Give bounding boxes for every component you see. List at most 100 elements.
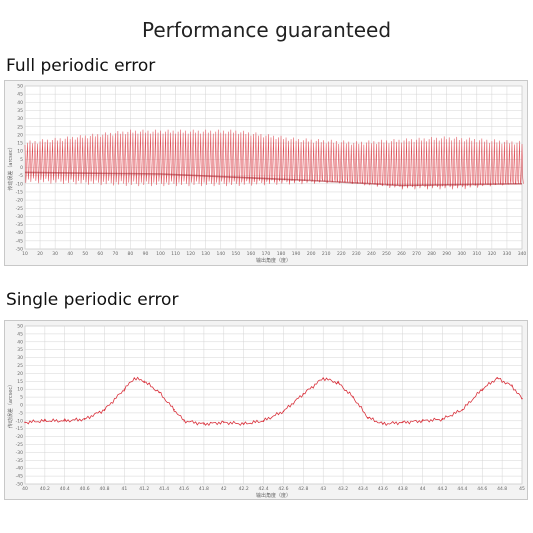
y-tick-label: 25 [17,124,23,130]
data-point [223,421,225,424]
x-tick-label: 10 [22,251,28,257]
x-axis-label: 输出角度（度） [256,492,291,499]
y-tick-label: 35 [17,108,23,114]
x-tick-label: 270 [412,251,421,257]
x-tick-label: 70 [112,251,118,257]
y-tick-label: 15 [17,141,23,147]
y-tick-label: -15 [16,189,23,195]
y-axis-label: 传动误差（arcsec） [7,382,14,428]
y-tick-label: -40 [16,230,23,236]
x-tick-label: 42.4 [259,486,269,492]
x-tick-label: 340 [518,251,527,257]
y-tick-label: -30 [16,450,23,456]
grid-lines [24,325,523,485]
x-axis-label: 输出角度（度） [256,257,291,264]
y-tick-label: 20 [17,132,23,138]
x-tick-label: 43.4 [358,486,368,492]
x-tick-label: 160 [247,251,256,257]
y-tick-label: -5 [19,410,24,416]
y-tick-label: 50 [17,84,23,90]
data-point [511,385,513,387]
y-tick-label: 0 [20,403,23,409]
x-tick-label: 200 [307,251,316,257]
data-point [441,418,444,420]
x-tick-label: 41 [122,486,128,492]
data-point [481,388,483,390]
y-tick-label: -25 [16,206,23,212]
single-periodic-error-plot: 50454035302520151050-5-10-15-20-25-30-35… [7,324,525,500]
data-point [183,420,185,422]
y-tick-label: -20 [16,434,23,440]
data-point [83,418,86,420]
x-tick-label: 44.8 [497,486,507,492]
x-tick-label: 300 [457,251,466,257]
data-point [302,393,305,395]
x-tick-label: 41.2 [139,486,149,492]
x-tick-label: 50 [82,251,88,257]
x-tick-label: 170 [262,251,271,257]
data-point [242,423,245,425]
y-tick-label: -35 [16,222,23,228]
data-point [402,421,404,424]
data-point [461,409,464,411]
y-tick-label: -30 [16,214,23,220]
x-tick-label: 110 [171,251,180,257]
x-tick-label: 280 [427,251,436,257]
x-tick-label: 330 [503,251,512,257]
x-tick-label: 290 [442,251,451,257]
data-point [282,410,285,413]
x-tick-label: 41.8 [199,486,209,492]
x-tick-label: 20 [37,251,43,257]
single-periodic-error-title: Single periodic error [6,290,179,310]
data-point [158,391,160,394]
page-title: Performance guaranteed [141,18,392,42]
x-tick-label: 42.2 [239,486,249,492]
x-tick-label: 40.2 [40,486,50,492]
x-tick-label: 230 [352,251,361,257]
y-tick-label: 10 [17,149,23,155]
y-axis-label: 传动误差（arcsec） [7,144,14,190]
x-tick-label: 150 [232,251,241,257]
y-tick-label: 20 [17,371,23,377]
data-point [496,377,498,379]
x-tick-label: 80 [128,251,134,257]
y-tick-label: 40 [17,100,23,106]
full-periodic-error-chart: 50 45 40 35 30 25 20 15 10 5 0 -5 -10 -15 -20 -25 -30 -35… [4,80,528,266]
x-tick-label: 260 [397,251,406,257]
x-tick-label: 42 [221,486,227,492]
data-point [173,409,175,411]
y-tick-label: -25 [16,442,23,448]
data-point [203,423,205,425]
y-tick-label: 0 [20,165,23,171]
x-tick-label: 43.8 [398,486,408,492]
data-point [143,380,145,382]
data-point [64,420,66,422]
full-periodic-error-title: Full periodic error [6,56,156,76]
data-point [123,388,126,390]
x-tick-label: 220 [337,251,346,257]
x-tick-label: 44 [420,486,426,492]
data-point [352,396,354,398]
y-tick-label: 50 [17,324,23,330]
y-tick-label: -20 [16,198,23,204]
x-tick-label: 41.6 [179,486,189,492]
x-tick-label: 310 [473,251,482,257]
y-tick-label: 35 [17,347,23,353]
y-tick-label: -40 [16,466,23,472]
y-tick-label: 30 [17,355,23,361]
y-tick-label: -45 [16,238,23,244]
x-tick-label: 42.8 [298,486,308,492]
y-tick-label: -10 [16,181,23,187]
y-tick-label: -45 [16,474,23,480]
y-tick-label: -50 [16,482,23,488]
x-tick-label: 250 [382,251,391,257]
y-tick-label: 25 [17,363,23,369]
x-tick-label: 43.6 [378,486,388,492]
y-tick-label: 45 [17,331,23,337]
x-tick-label: 44.2 [437,486,447,492]
full-periodic-error-plot: 50454035302520151050-5-10-15-20-25-30-35… [7,84,527,265]
x-tick-label: 40 [67,251,73,257]
single-periodic-error-chart: 50 45 40 35 30 25 20 15 10 5 0 -5 -10 -15 -20 -25 -30 -35… [4,320,528,500]
x-tick-label: 44.6 [477,486,487,492]
x-tick-label: 90 [143,251,149,257]
